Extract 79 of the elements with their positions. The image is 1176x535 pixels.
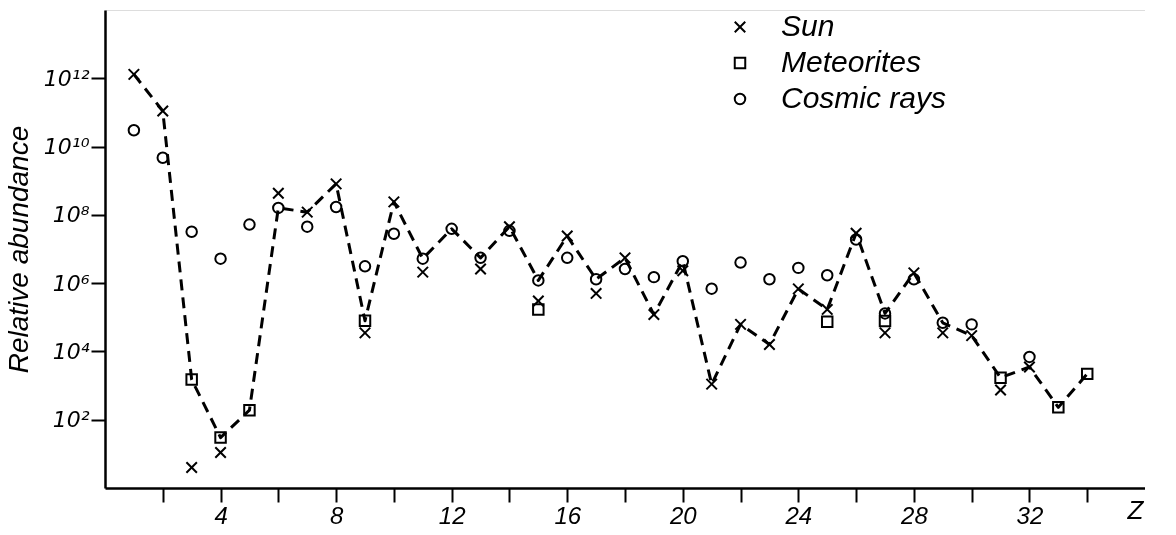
point bbox=[560, 229, 574, 243]
point bbox=[272, 186, 285, 200]
point bbox=[1080, 367, 1094, 381]
point bbox=[763, 273, 776, 286]
point bbox=[300, 205, 314, 219]
y-tick-label: 10¹⁰ bbox=[43, 134, 90, 160]
point bbox=[532, 274, 545, 287]
point bbox=[214, 431, 227, 444]
point bbox=[532, 303, 545, 316]
x-tick-label: 24 bbox=[784, 501, 813, 529]
point bbox=[185, 225, 198, 238]
y-tick-label: 10⁸ bbox=[52, 202, 90, 228]
point bbox=[589, 287, 603, 300]
point bbox=[589, 273, 603, 286]
legend-label: Meteorites bbox=[781, 45, 922, 78]
y-tick-label: 10⁶ bbox=[52, 270, 90, 296]
point bbox=[618, 251, 632, 265]
y-axis-title: Relative abundance bbox=[2, 125, 34, 374]
point bbox=[185, 373, 198, 386]
point bbox=[676, 254, 690, 268]
point bbox=[474, 262, 487, 276]
point bbox=[849, 233, 863, 246]
point bbox=[272, 201, 285, 215]
point bbox=[820, 269, 834, 282]
point bbox=[329, 200, 343, 214]
point bbox=[878, 307, 892, 320]
legend-label: Sun bbox=[781, 9, 835, 42]
point bbox=[705, 377, 718, 391]
x-axis-title: Z bbox=[1126, 494, 1145, 525]
point bbox=[965, 318, 978, 331]
point bbox=[734, 256, 747, 269]
x-tick-label: 12 bbox=[438, 501, 466, 529]
point bbox=[647, 270, 661, 284]
point bbox=[416, 265, 430, 279]
x-tick-label: 32 bbox=[1016, 501, 1044, 529]
point bbox=[503, 224, 516, 238]
point bbox=[445, 222, 458, 236]
x-tick-label: 4 bbox=[214, 501, 228, 529]
point bbox=[416, 252, 430, 265]
point bbox=[560, 251, 574, 265]
point bbox=[1052, 401, 1065, 414]
point bbox=[994, 383, 1007, 397]
point bbox=[878, 314, 892, 328]
x-tick-label: 28 bbox=[900, 501, 929, 529]
point bbox=[994, 371, 1007, 384]
point bbox=[820, 315, 834, 328]
point bbox=[358, 260, 372, 273]
point bbox=[936, 316, 950, 330]
point bbox=[387, 227, 401, 240]
x-tick-label: 16 bbox=[554, 501, 582, 529]
point bbox=[243, 403, 256, 417]
point bbox=[792, 261, 805, 275]
point bbox=[705, 282, 718, 295]
point bbox=[156, 104, 170, 118]
point bbox=[474, 251, 487, 265]
y-tick-label: 10¹² bbox=[43, 65, 90, 91]
point bbox=[358, 326, 372, 340]
point bbox=[1023, 350, 1036, 364]
point bbox=[156, 151, 170, 164]
point bbox=[214, 252, 227, 265]
point bbox=[300, 220, 314, 233]
point bbox=[127, 124, 141, 137]
y-tick-label: 10⁴ bbox=[52, 338, 90, 364]
point bbox=[618, 262, 632, 276]
x-tick-label: 20 bbox=[668, 501, 698, 529]
x-tick-label: 8 bbox=[329, 501, 344, 529]
point bbox=[358, 314, 372, 328]
point bbox=[878, 326, 892, 340]
point bbox=[734, 318, 747, 331]
legend-label: Cosmic rays bbox=[781, 81, 947, 114]
point bbox=[243, 218, 256, 231]
point bbox=[214, 446, 227, 459]
point bbox=[936, 326, 950, 340]
point bbox=[820, 303, 834, 316]
point bbox=[763, 338, 776, 351]
point bbox=[185, 461, 198, 474]
point bbox=[965, 329, 978, 342]
point bbox=[387, 195, 401, 209]
y-tick-label: 10² bbox=[52, 407, 90, 433]
